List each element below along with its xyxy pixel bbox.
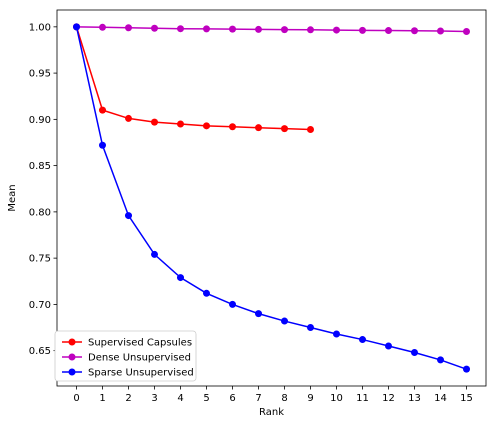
x-tick-label-12: 12 (382, 393, 395, 404)
series-point-2-13 (411, 349, 418, 357)
series-point-2-15 (463, 365, 470, 373)
series-point-1-6 (229, 25, 236, 33)
series-point-0-7 (255, 124, 262, 132)
series-point-1-1 (99, 23, 106, 31)
series-point-0-8 (281, 125, 288, 133)
legend: Supervised Capsules Dense Unsupervised Spa… (54, 330, 197, 382)
series-point-2-2 (125, 212, 132, 220)
x-tick-label-5: 5 (203, 393, 209, 404)
series-point-1-3 (151, 24, 158, 32)
legend-marker-2 (68, 368, 76, 376)
x-tick-label-3: 3 (151, 393, 157, 404)
series-line-2 (75, 26, 467, 370)
series-point-1-8 (281, 26, 288, 34)
legend-label-1: Dense Unsupervised (88, 353, 191, 364)
x-tick-label-13: 13 (408, 393, 421, 404)
series-point-0-1 (99, 106, 106, 114)
y-tick-label-2: 0.75 (29, 254, 51, 265)
x-tick-label-14: 14 (434, 393, 447, 404)
series-point-0-5 (203, 122, 210, 130)
y-tick-label-5: 0.90 (29, 115, 51, 126)
x-tick-label-15: 15 (460, 393, 473, 404)
legend-label-0: Supervised Capsules (88, 338, 192, 349)
series-point-1-14 (437, 27, 444, 35)
series-point-1-5 (203, 25, 210, 33)
series-point-1-4 (177, 25, 184, 33)
plot-area (73, 23, 470, 373)
x-tick-label-11: 11 (356, 393, 369, 404)
series-point-0-2 (125, 114, 132, 122)
series-point-2-6 (229, 300, 236, 308)
series-point-2-4 (177, 274, 184, 282)
x-tick-label-1: 1 (99, 393, 105, 404)
x-axis-label: Rank (259, 407, 284, 418)
series-point-1-15 (463, 27, 470, 35)
series-point-1-9 (307, 26, 314, 34)
series-point-1-2 (125, 24, 132, 32)
series-point-0-4 (177, 120, 184, 128)
x-tick-label-9: 9 (307, 393, 313, 404)
series-point-2-0 (73, 23, 80, 31)
y-tick-label-1: 0.70 (29, 300, 51, 311)
legend-label-2: Sparse Unsupervised (88, 368, 194, 379)
series-point-0-3 (151, 118, 158, 126)
series-point-1-11 (359, 26, 366, 34)
series-point-1-12 (385, 27, 392, 35)
legend-marker-1 (68, 353, 76, 361)
series-point-2-14 (437, 356, 444, 364)
x-tick-label-7: 7 (255, 393, 261, 404)
series-point-2-8 (281, 317, 288, 325)
series-point-1-7 (255, 25, 262, 33)
x-tick-label-4: 4 (177, 393, 183, 404)
y-tick-label-4: 0.85 (29, 161, 51, 172)
x-tick-label-2: 2 (125, 393, 131, 404)
y-tick-label-3: 0.80 (29, 207, 51, 218)
axes: 0 1 2 3 4 5 6 7 8 9 10 11 12 13 14 150.650.700.750.800.… (7, 9, 487, 418)
series-point-1-10 (333, 26, 340, 34)
x-tick-label-10: 10 (330, 393, 343, 404)
legend-box (54, 330, 197, 382)
series-point-2-12 (385, 342, 392, 350)
x-tick-label-8: 8 (281, 393, 287, 404)
y-tick-label-7: 1.00 (29, 22, 51, 33)
y-tick-label-0: 0.65 (29, 346, 51, 357)
series-point-0-6 (229, 123, 236, 131)
series-point-2-7 (255, 310, 262, 318)
series-point-1-13 (411, 27, 418, 35)
x-tick-label-0: 0 (73, 393, 79, 404)
series-point-2-9 (307, 324, 314, 332)
series-line-1 (76, 26, 467, 33)
series-point-2-3 (151, 250, 158, 258)
axes-frame (56, 9, 487, 387)
series-point-2-1 (99, 141, 106, 149)
y-tick-label-6: 0.95 (29, 69, 51, 80)
legend-marker-0 (68, 338, 76, 346)
x-tick-label-6: 6 (229, 393, 235, 404)
series-line-0 (75, 26, 311, 131)
series-point-0-9 (307, 126, 314, 134)
series-point-2-11 (359, 336, 366, 344)
y-axis-label: Mean (7, 184, 18, 211)
series-point-2-10 (333, 330, 340, 338)
series-point-2-5 (203, 289, 210, 297)
